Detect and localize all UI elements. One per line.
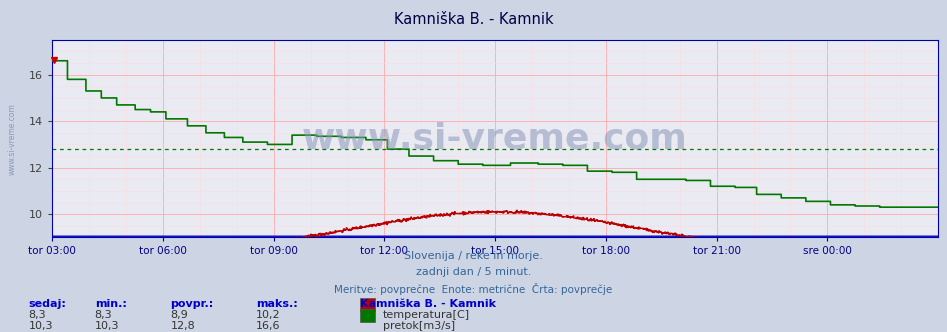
Text: 16,6: 16,6 bbox=[256, 321, 280, 331]
Text: 10,2: 10,2 bbox=[256, 310, 280, 320]
Text: Meritve: povprečne  Enote: metrične  Črta: povprečje: Meritve: povprečne Enote: metrične Črta:… bbox=[334, 283, 613, 295]
Text: pretok[m3/s]: pretok[m3/s] bbox=[383, 321, 455, 331]
Text: temperatura[C]: temperatura[C] bbox=[383, 310, 470, 320]
Text: povpr.:: povpr.: bbox=[170, 299, 214, 309]
Text: sedaj:: sedaj: bbox=[28, 299, 66, 309]
Text: www.si-vreme.com: www.si-vreme.com bbox=[8, 104, 17, 175]
Text: 8,3: 8,3 bbox=[28, 310, 46, 320]
Text: www.si-vreme.com: www.si-vreme.com bbox=[302, 122, 688, 156]
Text: maks.:: maks.: bbox=[256, 299, 297, 309]
Text: Kamniška B. - Kamnik: Kamniška B. - Kamnik bbox=[394, 12, 553, 27]
Text: Kamniška B. - Kamnik: Kamniška B. - Kamnik bbox=[360, 299, 496, 309]
Text: 10,3: 10,3 bbox=[28, 321, 53, 331]
Text: 8,9: 8,9 bbox=[170, 310, 188, 320]
Text: 10,3: 10,3 bbox=[95, 321, 119, 331]
Text: 8,3: 8,3 bbox=[95, 310, 113, 320]
Text: Slovenija / reke in morje.: Slovenija / reke in morje. bbox=[404, 251, 543, 261]
Text: 12,8: 12,8 bbox=[170, 321, 195, 331]
Text: zadnji dan / 5 minut.: zadnji dan / 5 minut. bbox=[416, 267, 531, 277]
Text: min.:: min.: bbox=[95, 299, 127, 309]
